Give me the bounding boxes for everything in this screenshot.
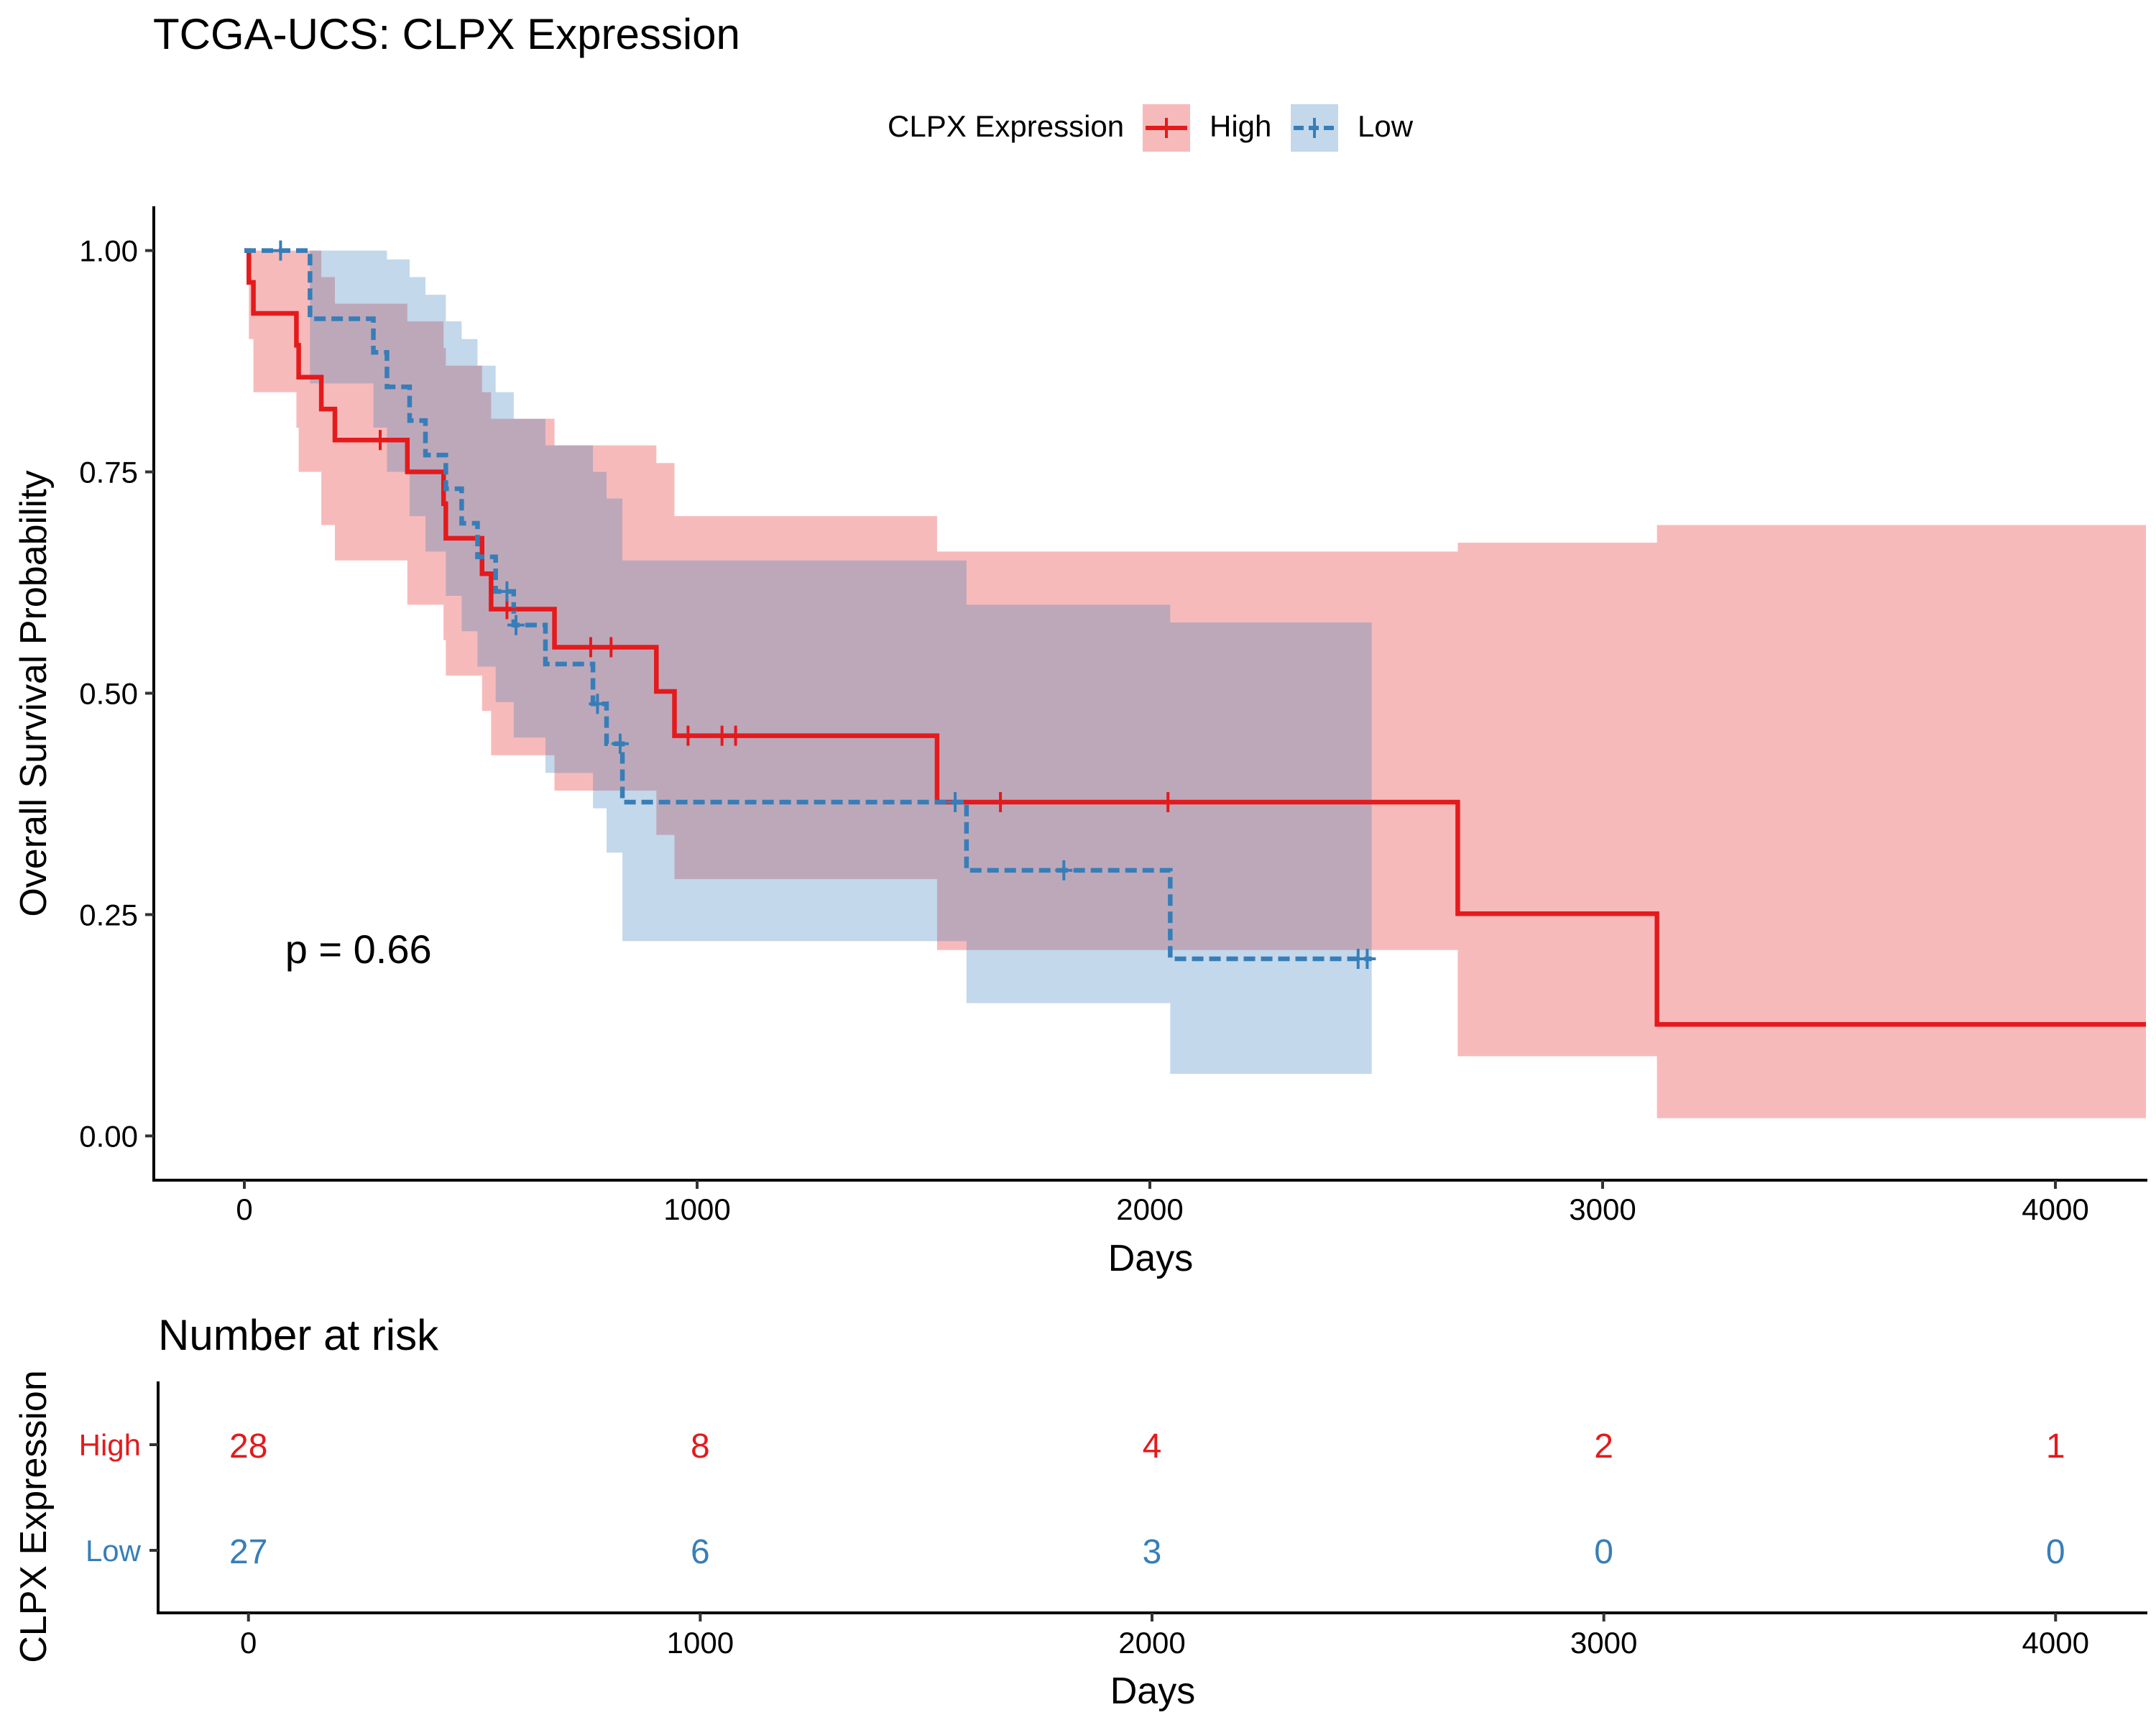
censor-mark-low bbox=[272, 240, 290, 261]
y-tick-label: 1.00 bbox=[79, 234, 138, 268]
survival-curve-low bbox=[244, 248, 1372, 962]
risk-table-title: Number at risk bbox=[158, 1311, 439, 1359]
risk-table-x-ticks: 0 1000 2000 3000 4000 bbox=[240, 1613, 2089, 1660]
risk-x-tick-label: 3000 bbox=[1570, 1626, 1637, 1660]
risk-count-low: 0 bbox=[1594, 1533, 1613, 1571]
confidence-band-high bbox=[244, 250, 2146, 1118]
censor-mark-high bbox=[679, 725, 697, 746]
x-tick-label: 1000 bbox=[663, 1192, 730, 1226]
y-tick-label: 0.00 bbox=[79, 1119, 138, 1153]
risk-x-tick-label: 0 bbox=[240, 1626, 257, 1660]
p-value-annotation: p = 0.66 bbox=[285, 926, 432, 972]
x-axis-ticks: 0 1000 2000 3000 4000 bbox=[236, 1180, 2089, 1226]
risk-count-high: 2 bbox=[1594, 1427, 1613, 1466]
censor-mark-high bbox=[1159, 792, 1177, 813]
risk-row-label-high: High bbox=[79, 1428, 141, 1462]
censor-mark-low bbox=[946, 792, 964, 813]
survival-plot: 0.00 0.25 0.50 0.75 1.00 0 1000 2000 3000 4000 p… bbox=[13, 206, 2147, 1279]
risk-count-high: 1 bbox=[2046, 1427, 2065, 1466]
censor-mark-high bbox=[727, 725, 745, 746]
risk-table: Number at risk High 28 8 4 2 1 Low 27 6 3 0 0 0 1000… bbox=[13, 1311, 2147, 1712]
censor-mark-low bbox=[507, 615, 525, 635]
confidence-band-low bbox=[244, 250, 1372, 1075]
x-tick-label: 4000 bbox=[2022, 1192, 2088, 1226]
censor-mark-low bbox=[498, 581, 516, 602]
censor-mark-high bbox=[498, 599, 516, 620]
risk-count-high: 4 bbox=[1143, 1427, 1162, 1466]
legend: CLPX Expression High Low bbox=[888, 104, 1414, 152]
legend-label-high: High bbox=[1210, 109, 1271, 143]
risk-x-tick-label: 1000 bbox=[667, 1626, 734, 1660]
risk-table-rows: High 28 8 4 2 1 Low 27 6 3 0 0 bbox=[79, 1427, 2065, 1571]
risk-table-x-axis-title: Days bbox=[1110, 1670, 1195, 1712]
censor-mark-low bbox=[589, 694, 607, 714]
chart-title: TCGA-UCS: CLPX Expression bbox=[153, 10, 740, 58]
confidence-bands bbox=[244, 250, 2146, 1118]
y-axis-title: Overall Survival Probability bbox=[13, 470, 55, 916]
risk-count-low: 3 bbox=[1143, 1533, 1162, 1571]
risk-count-low: 6 bbox=[691, 1533, 710, 1571]
censor-mark-low bbox=[611, 733, 629, 754]
risk-table-y-axis-title: CLPX Expression bbox=[13, 1370, 55, 1663]
x-tick-label: 3000 bbox=[1569, 1192, 1636, 1226]
legend-label-low: Low bbox=[1358, 109, 1414, 143]
risk-x-tick-label: 4000 bbox=[2022, 1626, 2089, 1660]
legend-key-low bbox=[1291, 104, 1338, 152]
y-tick-label: 0.75 bbox=[79, 456, 138, 489]
risk-x-tick-label: 2000 bbox=[1118, 1626, 1185, 1660]
y-tick-label: 0.25 bbox=[79, 898, 138, 932]
x-tick-label: 2000 bbox=[1116, 1192, 1183, 1226]
risk-count-high: 8 bbox=[691, 1427, 710, 1466]
survival-curves bbox=[244, 248, 2146, 1027]
censor-marks bbox=[272, 240, 1376, 970]
censor-mark-high bbox=[372, 430, 389, 451]
y-tick-label: 0.50 bbox=[79, 677, 138, 711]
risk-count-low: 0 bbox=[2046, 1533, 2065, 1571]
censor-mark-high bbox=[992, 792, 1010, 813]
risk-count-high: 28 bbox=[229, 1427, 267, 1466]
censor-mark-high bbox=[581, 637, 599, 658]
legend-title: CLPX Expression bbox=[888, 109, 1124, 143]
survival-curve-high bbox=[244, 248, 2146, 1027]
risk-row-label-low: Low bbox=[86, 1534, 142, 1568]
censor-mark-high bbox=[602, 637, 620, 658]
x-tick-label: 0 bbox=[236, 1192, 252, 1226]
censor-mark-low bbox=[1055, 860, 1073, 880]
y-axis-ticks: 0.00 0.25 0.50 0.75 1.00 bbox=[79, 234, 154, 1153]
x-axis-title: Days bbox=[1108, 1238, 1193, 1279]
risk-count-low: 27 bbox=[229, 1533, 267, 1571]
censor-mark-low bbox=[1358, 949, 1376, 970]
legend-key-high bbox=[1143, 104, 1190, 152]
